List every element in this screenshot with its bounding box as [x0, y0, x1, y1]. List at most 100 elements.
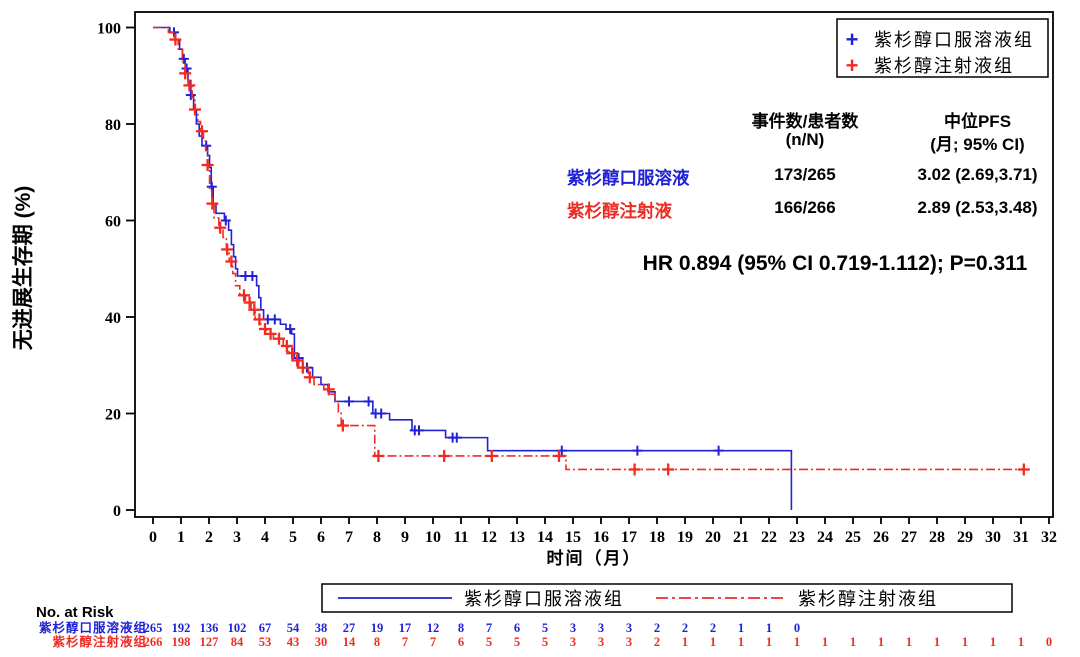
legend-top-label-oral: 紫杉醇口服溶液组 — [874, 30, 1034, 50]
x-tick-label: 16 — [593, 529, 609, 546]
x-tick-label: 30 — [985, 529, 1001, 546]
x-tick-label: 29 — [957, 529, 973, 546]
at-risk-value: 0 — [1046, 635, 1052, 649]
x-tick-label: 1 — [177, 529, 185, 546]
x-tick-label: 22 — [761, 529, 777, 546]
at-risk-value: 136 — [200, 621, 219, 635]
x-tick-label: 5 — [289, 529, 297, 546]
at-risk-value: 265 — [144, 621, 163, 635]
at-risk-value: 1 — [794, 635, 800, 649]
at-risk-value: 38 — [315, 621, 328, 635]
stats-row-events: 166/266 — [774, 198, 836, 217]
at-risk-value: 54 — [287, 621, 300, 635]
at-risk-value: 84 — [231, 635, 244, 649]
at-risk-value: 7 — [430, 635, 436, 649]
at-risk-value: 14 — [343, 635, 356, 649]
x-tick-label: 17 — [621, 529, 637, 546]
x-tick-label: 32 — [1041, 529, 1057, 546]
x-tick-label: 9 — [401, 529, 409, 546]
x-tick-label: 26 — [873, 529, 889, 546]
x-tick-label: 10 — [425, 529, 441, 546]
x-tick-label: 3 — [233, 529, 241, 546]
at-risk-value: 8 — [458, 621, 464, 635]
at-risk-value: 266 — [144, 635, 163, 649]
at-risk-value: 43 — [287, 635, 300, 649]
at-risk-value: 17 — [399, 621, 412, 635]
y-tick-label: 0 — [113, 503, 121, 520]
at-risk-value: 12 — [427, 621, 440, 635]
legend-top-label-injection: 紫杉醇注射液组 — [874, 56, 1014, 76]
median-header: 中位PFS — [943, 112, 1012, 131]
at-risk-value: 1 — [738, 635, 744, 649]
at-risk-value: 1 — [710, 635, 716, 649]
at-risk-value: 8 — [374, 635, 380, 649]
at-risk-row-label: 紫杉醇口服溶液组 — [39, 620, 147, 635]
x-tick-label: 20 — [705, 529, 721, 546]
at-risk-row-label: 紫杉醇注射液组 — [52, 634, 147, 649]
at-risk-value: 1 — [682, 635, 688, 649]
x-tick-label: 28 — [929, 529, 945, 546]
stats-header-line1: 事件数/患者数 中位PFS — [705, 107, 1065, 132]
y-tick-label: 20 — [105, 407, 121, 424]
at-risk-value: 2 — [654, 621, 660, 635]
at-risk-value: 67 — [259, 621, 272, 635]
x-tick-label: 7 — [345, 529, 353, 546]
stats-header-line2: (n/N) (月; 95% CI) — [705, 130, 1065, 155]
at-risk-value: 1 — [766, 621, 772, 635]
at-risk-value: 3 — [570, 621, 576, 635]
at-risk-value: 1 — [766, 635, 772, 649]
y-tick-label: 60 — [105, 214, 121, 231]
stats-row-label: 紫杉醇口服溶液 — [567, 168, 690, 188]
at-risk-value: 19 — [371, 621, 384, 635]
y-tick-label: 80 — [105, 117, 121, 134]
at-risk-value: 127 — [200, 635, 219, 649]
km-curve-injection — [153, 26, 1027, 471]
at-risk-value: 1 — [962, 635, 968, 649]
x-axis-title: 时间（月） — [547, 548, 642, 568]
at-risk-value: 3 — [598, 635, 604, 649]
at-risk-value: 5 — [542, 635, 548, 649]
at-risk-value: 1 — [1018, 635, 1024, 649]
at-risk-value: 6 — [514, 621, 520, 635]
x-tick-label: 2 — [205, 529, 213, 546]
at-risk-value: 5 — [514, 635, 520, 649]
x-tick-label: 15 — [565, 529, 581, 546]
hr-annotation: HR 0.894 (95% CI 0.719-1.112); P=0.311 — [642, 252, 1028, 275]
stats-row-injection: 紫杉醇注射液 166/266 2.89 (2.53,3.48) — [567, 198, 1065, 223]
stats-row-median: 2.89 (2.53,3.48) — [917, 198, 1038, 217]
at-risk-value: 6 — [458, 635, 464, 649]
at-risk-value: 1 — [822, 635, 828, 649]
x-tick-label: 25 — [845, 529, 861, 546]
x-tick-label: 19 — [677, 529, 693, 546]
at-risk-value: 3 — [626, 621, 632, 635]
x-tick-label: 31 — [1013, 529, 1029, 546]
at-risk-value: 5 — [542, 621, 548, 635]
y-tick-label: 40 — [105, 310, 121, 327]
plot-border — [134, 11, 1054, 518]
at-risk-value: 7 — [402, 635, 408, 649]
y-tick-label: 100 — [97, 21, 121, 38]
at-risk-value: 192 — [172, 621, 191, 635]
x-tick-label: 13 — [509, 529, 525, 546]
at-risk-value: 53 — [259, 635, 272, 649]
x-tick-label: 4 — [261, 529, 269, 546]
x-tick-label: 6 — [317, 529, 325, 546]
y-axis-title: 无进展生存期 (%) — [11, 186, 35, 351]
at-risk-value: 3 — [570, 635, 576, 649]
at-risk-value: 2 — [654, 635, 660, 649]
at-risk-value: 2 — [710, 621, 716, 635]
at-risk-value: 1 — [738, 621, 744, 635]
at-risk-value: 2 — [682, 621, 688, 635]
median-header-units: (月; 95% CI) — [930, 135, 1025, 154]
x-tick-label: 23 — [789, 529, 805, 546]
legend-bottom-label-injection: 紫杉醇注射液组 — [798, 589, 938, 609]
at-risk-value: 27 — [343, 621, 356, 635]
at-risk-value: 3 — [598, 621, 604, 635]
x-tick-label: 11 — [453, 529, 468, 546]
events-header-units: (n/N) — [785, 130, 825, 149]
x-tick-label: 12 — [481, 529, 497, 546]
x-tick-label: 21 — [733, 529, 749, 546]
stats-row-label: 紫杉醇注射液 — [567, 201, 672, 221]
